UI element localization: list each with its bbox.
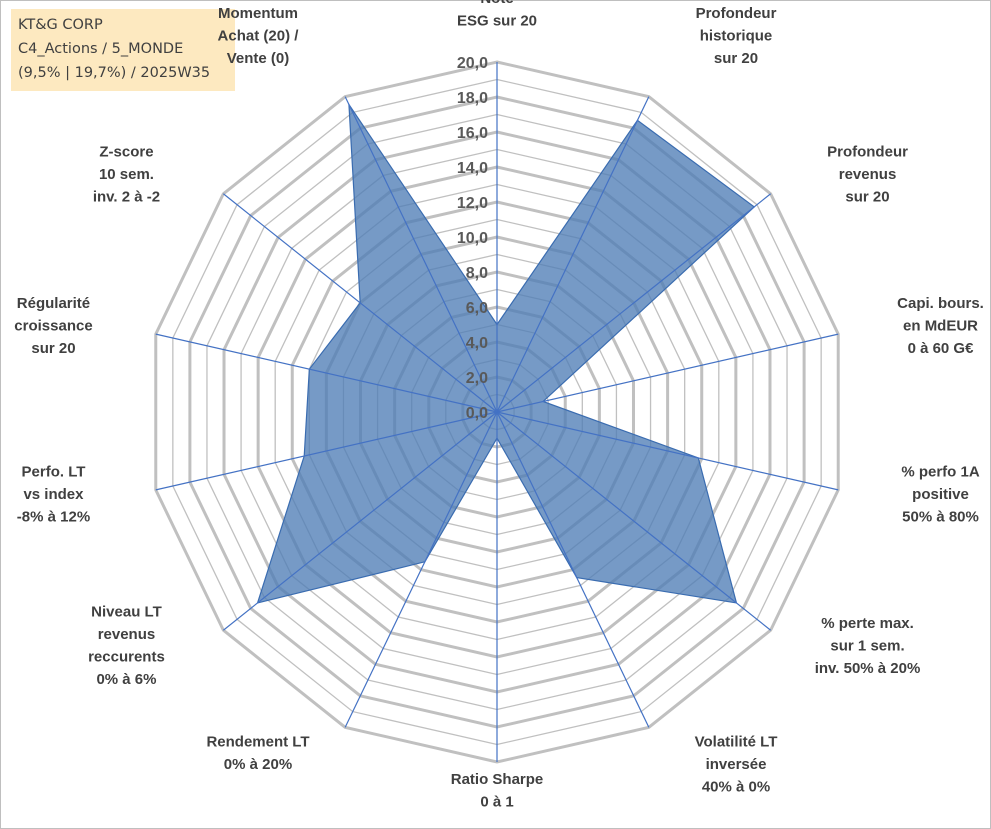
- axis-label-line: Ratio Sharpe: [451, 771, 544, 788]
- axis-label: Note ESG sur 20: [457, 0, 537, 30]
- axis-label-line: croissance: [14, 318, 92, 335]
- axis-label-line: Momentum: [218, 5, 298, 22]
- axis-label-line: en MdEUR: [903, 318, 978, 335]
- axis-label-line: Z-score: [99, 144, 153, 161]
- axis-label: Régularité croissance sur 20: [14, 295, 92, 357]
- axis-label-line: % perfo 1A: [901, 463, 980, 480]
- axis-spoke: [155, 333, 498, 413]
- tick-label: 6,0: [466, 300, 488, 317]
- axis-label-line: sur 1 sem.: [830, 637, 904, 654]
- axis-label-line: Vente (0): [227, 50, 290, 67]
- tick-label: 16,0: [457, 125, 488, 142]
- axis-spoke: [496, 193, 772, 413]
- axis-label-line: Volatilité LT: [695, 734, 778, 751]
- axis-layer: [155, 62, 839, 762]
- axis-label-line: inversée: [706, 756, 767, 773]
- axis-spoke: [496, 333, 839, 413]
- axis-label-line: sur 20: [714, 50, 758, 67]
- axis-spoke: [496, 411, 650, 728]
- axis-label-line: positive: [912, 486, 969, 503]
- axis-spoke: [222, 411, 498, 631]
- axis-label-line: Perfo. LT: [22, 463, 86, 480]
- axis-label-line: Régularité: [17, 295, 90, 312]
- tick-label: 8,0: [466, 265, 488, 282]
- axis-label-line: 0% à 6%: [96, 671, 156, 688]
- label-layer: Note ESG sur 20 Profondeur historique sur 20…: [14, 0, 984, 811]
- axis-label-line: ESG sur 20: [457, 13, 537, 30]
- axis-spoke: [496, 411, 772, 631]
- axis-label-line: Note: [480, 0, 513, 7]
- axis-label-line: inv. 50% à 20%: [815, 660, 921, 677]
- axis-label: % perte max. sur 1 sem. inv. 50% à 20%: [815, 615, 921, 677]
- series-area: [256, 102, 756, 604]
- axis-label-line: Niveau LT: [91, 604, 162, 621]
- tick-label: 14,0: [457, 160, 488, 177]
- axis-label-line: reccurents: [88, 649, 165, 666]
- axis-label: Perfo. LT vs index -8% à 12%: [17, 463, 90, 525]
- axis-label-line: Profondeur: [827, 144, 908, 161]
- axis-label-line: 0% à 20%: [224, 756, 292, 773]
- axis-spoke: [222, 193, 498, 413]
- axis-spoke: [496, 96, 650, 413]
- axis-label-line: 10 sem.: [99, 166, 154, 183]
- axis-spoke: [155, 411, 498, 491]
- tick-label: 4,0: [466, 335, 488, 352]
- tick-label: 18,0: [457, 90, 488, 107]
- axis-label-line: Achat (20) /: [218, 27, 300, 44]
- axis-label-line: sur 20: [31, 340, 75, 357]
- axis-label: % perfo 1A positive 50% à 80%: [901, 463, 980, 525]
- axis-label: Rendement LT 0% à 20%: [206, 734, 309, 774]
- info-period: (9,5% | 19,7%) / 2025W35: [18, 65, 211, 81]
- axis-label: Capi. bours. en MdEUR 0 à 60 G€: [897, 295, 984, 357]
- axis-label: Niveau LT revenus reccurents 0% à 6%: [88, 604, 165, 689]
- axis-label-line: Profondeur: [696, 5, 777, 22]
- axis-label: Z-score 10 sem. inv. 2 à -2: [93, 144, 160, 206]
- axis-label-line: Rendement LT: [206, 734, 309, 751]
- axis-label-line: % perte max.: [821, 615, 914, 632]
- axis-label-line: revenus: [839, 166, 897, 183]
- info-box: KT&G CORP C4_Actions / 5_MONDE (9,5% | 1…: [11, 9, 235, 91]
- axis-spoke: [344, 96, 498, 413]
- axis-label: Ratio Sharpe 0 à 1: [451, 771, 544, 811]
- tick-label: 12,0: [457, 195, 488, 212]
- axis-label-line: sur 20: [845, 189, 889, 206]
- axis-label-line: -8% à 12%: [17, 508, 90, 525]
- tick-label: 0,0: [466, 405, 488, 422]
- axis-label-line: revenus: [98, 626, 156, 643]
- axis-label-line: vs index: [23, 486, 84, 503]
- tick-label: 20,0: [457, 55, 488, 72]
- info-category: C4_Actions / 5_MONDE: [18, 41, 184, 57]
- tick-layer: 0,0 2,0 4,0 6,0 8,0 10,0 12,0 14,0 16,0 18,0 20,0: [457, 55, 488, 422]
- axis-label-line: 0 à 60 G€: [908, 340, 975, 357]
- axis-label-line: 40% à 0%: [702, 779, 770, 796]
- info-company: KT&G CORP: [18, 17, 103, 33]
- tick-label: 10,0: [457, 230, 488, 247]
- axis-label-line: historique: [700, 27, 773, 44]
- axis-label: Profondeur historique sur 20: [696, 5, 777, 67]
- axis-label-line: inv. 2 à -2: [93, 189, 160, 206]
- series-layer: [256, 102, 756, 604]
- axis-label-line: Capi. bours.: [897, 295, 984, 312]
- axis-spoke: [496, 411, 839, 491]
- axis-label-line: 50% à 80%: [902, 508, 979, 525]
- axis-label-line: 0 à 1: [480, 794, 513, 811]
- axis-label: Profondeur revenus sur 20: [827, 144, 908, 206]
- tick-label: 2,0: [466, 370, 488, 387]
- axis-label: Momentum Achat (20) / Vente (0): [218, 5, 300, 67]
- axis-spoke: [344, 411, 498, 728]
- axis-label: Volatilité LT inversée 40% à 0%: [695, 734, 778, 796]
